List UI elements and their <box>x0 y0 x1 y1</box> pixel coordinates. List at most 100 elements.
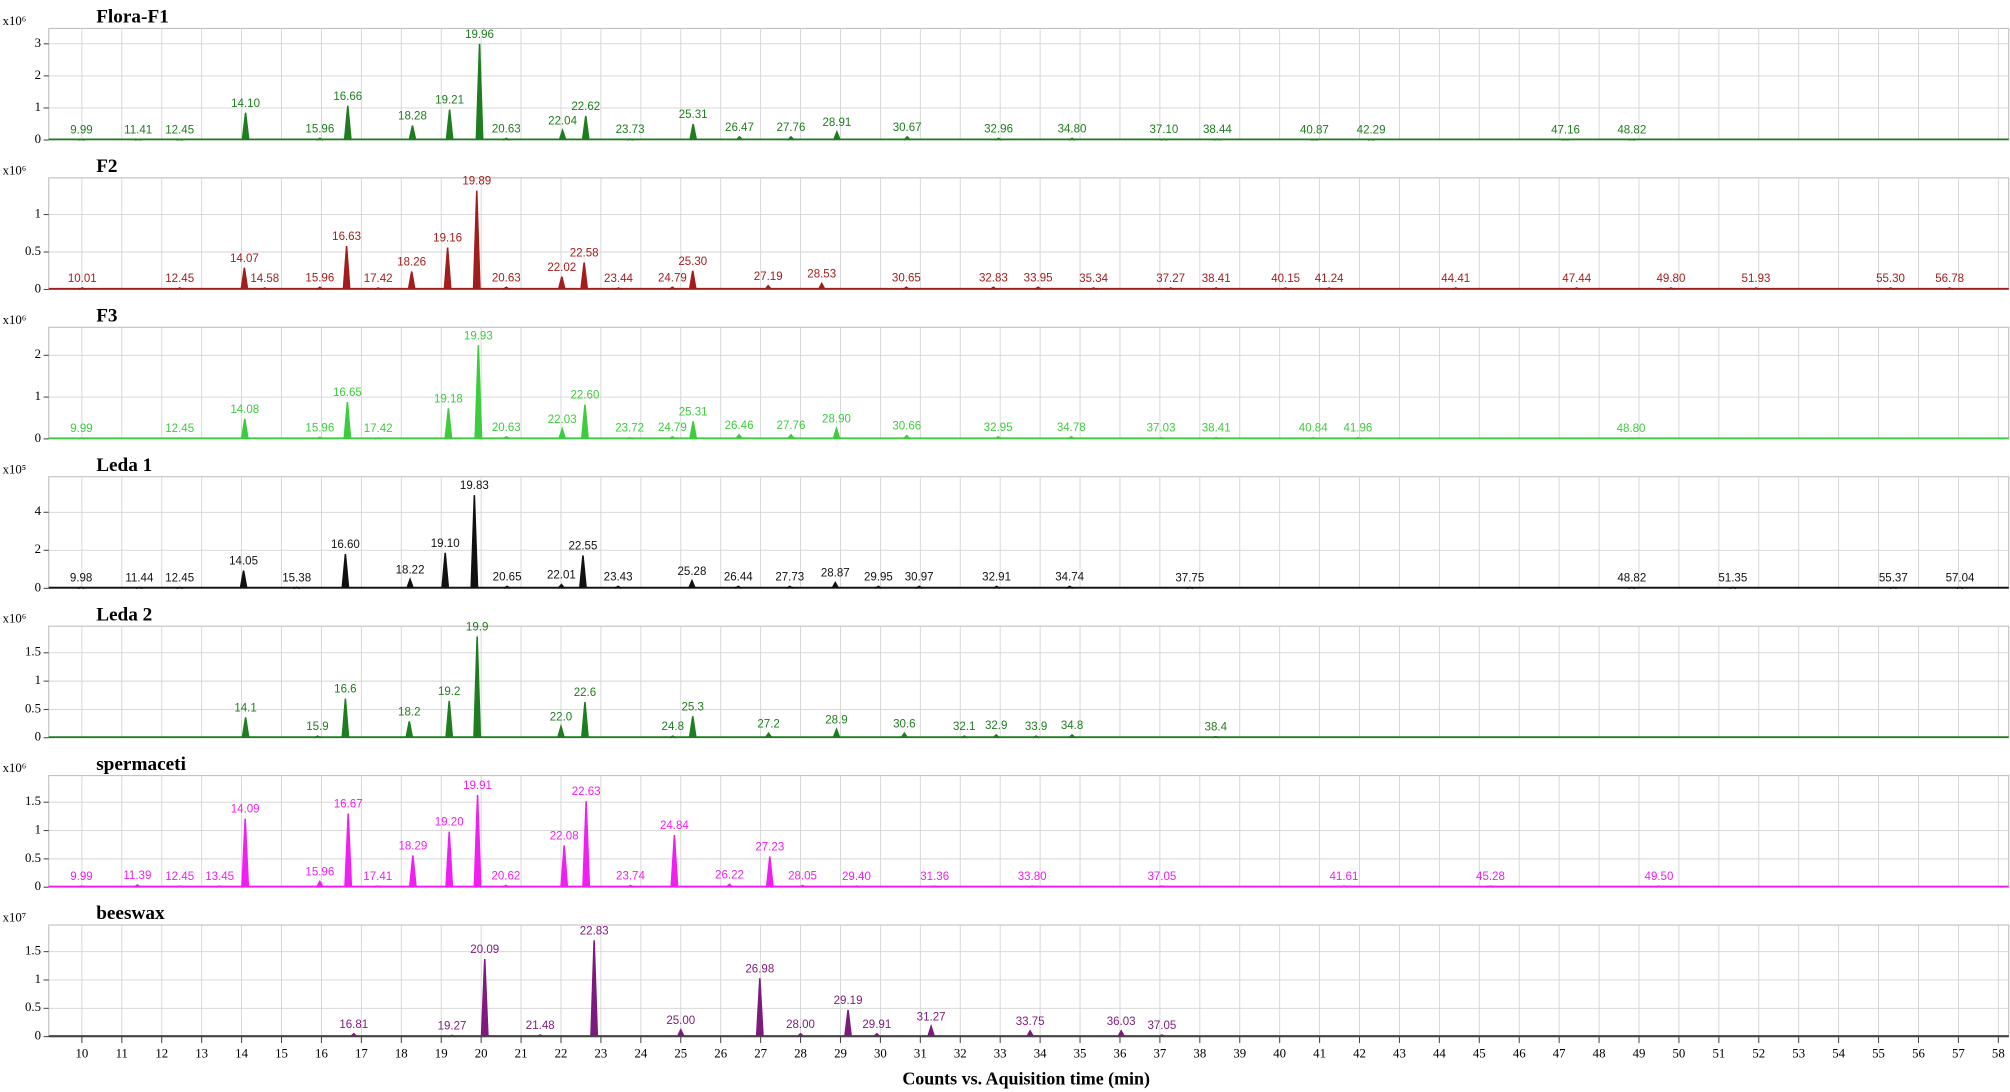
x-tick-label: 20 <box>475 1047 488 1061</box>
peak <box>1212 436 1220 440</box>
x-tick-label: 16 <box>315 1047 328 1061</box>
peak-label: 21.48 <box>526 1020 555 1032</box>
peak <box>688 578 696 589</box>
peak <box>1667 287 1675 291</box>
peak-label: 29.40 <box>842 871 871 883</box>
peak-label: 33.95 <box>1024 272 1053 284</box>
peak-label: 26.46 <box>725 420 754 432</box>
y-tick-label: 4 <box>35 504 42 518</box>
peak-label: 32.83 <box>979 272 1008 284</box>
peak <box>374 437 382 440</box>
y-tick-label: 1.5 <box>25 794 41 808</box>
peak-label: 47.44 <box>1562 273 1591 285</box>
peak-label: 18.22 <box>396 564 425 576</box>
peak-label: 23.73 <box>616 124 645 136</box>
peak <box>735 433 743 440</box>
peak-label: 23.43 <box>604 571 633 583</box>
y-tick-label: 1 <box>35 673 41 687</box>
peak-label: 25.31 <box>679 406 708 418</box>
peak-label: 14.09 <box>231 804 260 816</box>
peak-label: 16.81 <box>339 1019 368 1031</box>
peak <box>503 585 511 589</box>
peak <box>688 270 697 290</box>
peak <box>992 733 1000 739</box>
peak <box>689 123 698 141</box>
peak <box>176 586 184 590</box>
x-tick-label: 53 <box>1792 1047 1805 1061</box>
peak-label: 9.98 <box>70 572 92 584</box>
x-tick-label: 47 <box>1553 1047 1566 1061</box>
y-tick-label: 0.5 <box>25 244 41 258</box>
peak-label: 25.31 <box>679 109 708 121</box>
x-tick-label: 17 <box>355 1047 368 1061</box>
peak-label: 16.60 <box>331 539 360 551</box>
peak <box>315 879 324 888</box>
peak <box>1752 287 1760 291</box>
peak <box>472 190 481 290</box>
peak <box>216 885 224 888</box>
peak <box>176 437 184 440</box>
peak-label: 33.9 <box>1025 721 1047 733</box>
peak <box>1212 735 1220 739</box>
x-tick-label: 46 <box>1513 1047 1526 1061</box>
peak-label: 17.42 <box>364 273 393 285</box>
peak-label: 12.45 <box>165 871 194 883</box>
peak-label: 30.67 <box>893 122 922 134</box>
peak-label: 49.80 <box>1657 273 1686 285</box>
peak-label: 17.41 <box>363 871 392 883</box>
peak-label: 11.41 <box>124 124 152 136</box>
peak <box>1068 137 1076 141</box>
peak-label: 20.65 <box>493 571 522 583</box>
peak-label: 19.16 <box>433 233 462 245</box>
peak-label: 16.65 <box>333 387 362 399</box>
peak-label: 18.28 <box>398 111 427 123</box>
peak-label: 11.39 <box>123 870 151 882</box>
peak-label: 57.04 <box>1946 572 1975 584</box>
peak-label: 40.87 <box>1300 124 1329 136</box>
peak-label: 23.44 <box>604 273 633 285</box>
peak <box>1282 287 1290 291</box>
peak <box>817 281 826 290</box>
peak <box>590 940 599 1037</box>
peak <box>408 125 417 141</box>
peak-label: 30.6 <box>893 718 915 730</box>
peak <box>725 883 734 888</box>
peak-label: 31.36 <box>920 871 949 883</box>
peak-label: 20.62 <box>491 871 520 883</box>
peak-label: 22.03 <box>548 414 577 426</box>
peak-label: 22.6 <box>574 687 596 699</box>
peak <box>293 586 301 590</box>
peak-label: 40.84 <box>1299 423 1328 435</box>
peak <box>786 585 794 589</box>
peak-label: 19.96 <box>465 29 494 41</box>
peak-label: 32.91 <box>982 571 1011 583</box>
x-tick-label: 45 <box>1473 1047 1486 1061</box>
peak <box>1946 287 1954 291</box>
peak-label: 38.41 <box>1202 273 1231 285</box>
peak <box>832 727 841 739</box>
y-tick-label: 1 <box>35 207 41 221</box>
x-tick-label: 52 <box>1752 1047 1765 1061</box>
y-tick-label: 0.5 <box>25 1000 41 1014</box>
x-tick-label: 32 <box>954 1047 967 1061</box>
y-tick-label: 0 <box>35 580 41 594</box>
peak <box>1068 733 1076 739</box>
y-tick-label: 1.5 <box>25 944 41 958</box>
peak <box>502 435 510 440</box>
x-tick-label: 50 <box>1673 1047 1686 1061</box>
peak-label: 42.29 <box>1357 124 1386 136</box>
peak <box>261 287 269 291</box>
peak-label: 18.26 <box>397 257 426 269</box>
peak <box>343 402 352 439</box>
peak <box>1956 586 1964 590</box>
x-tick-label: 31 <box>914 1047 927 1061</box>
peak-label: 41.96 <box>1343 423 1372 435</box>
peak <box>1028 885 1036 888</box>
peak <box>1340 885 1348 888</box>
peak <box>582 801 591 888</box>
y-tick-label: 2 <box>35 68 41 82</box>
peak <box>902 286 911 291</box>
peak <box>241 717 250 738</box>
peak <box>1213 138 1221 141</box>
